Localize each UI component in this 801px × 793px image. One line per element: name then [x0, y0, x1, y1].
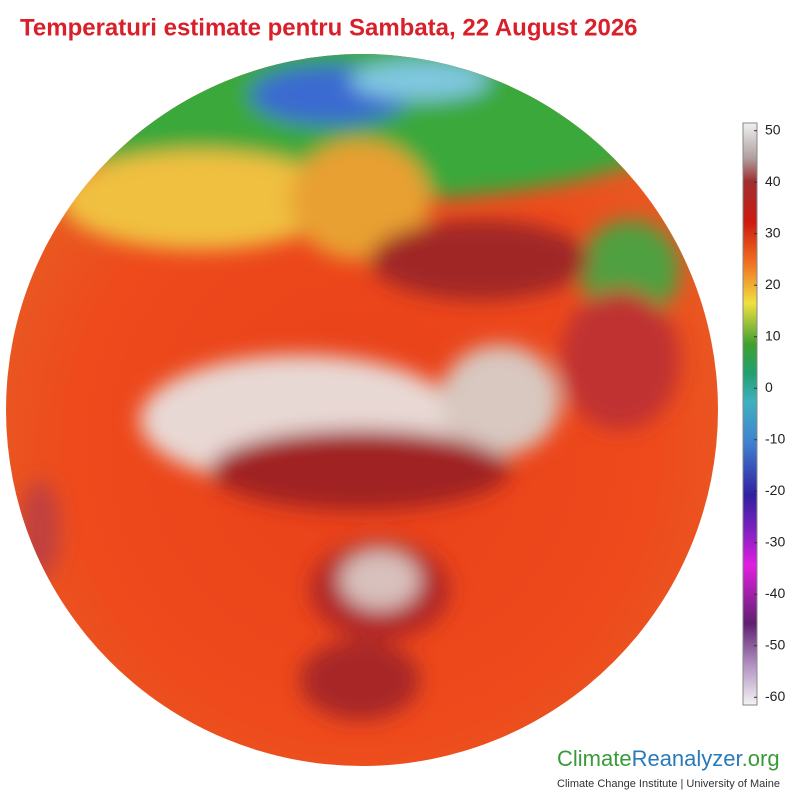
colorbar-tick-label: -20 — [765, 482, 785, 498]
colorbar-ticks: 50 40 30 20 10 0 -10 -20 -30 -40 -50 -60 — [754, 121, 785, 704]
colorbar-tick-label: -50 — [765, 636, 785, 652]
brand-part: .org — [742, 746, 780, 771]
brand-part: Climate — [557, 746, 632, 771]
brand-part: Reanalyzer — [632, 746, 743, 771]
map-title: Temperaturi estimate pentru Sambata, 22 … — [20, 14, 638, 41]
colorbar-tick-label: 20 — [765, 276, 781, 292]
brand-subtitle: Climate Change Institute | University of… — [557, 778, 780, 790]
colorbar-tick-label: -10 — [765, 430, 785, 446]
brand-name: ClimateReanalyzer.org — [557, 746, 780, 771]
colorbar-tick-label: 10 — [765, 327, 781, 343]
colorbar-tick-label: -60 — [765, 688, 785, 704]
colorbar-tick-label: 50 — [765, 121, 781, 137]
colorbar-tick-label: 0 — [765, 379, 773, 395]
globe — [6, 54, 718, 766]
colorbar-tick-label: -40 — [765, 585, 785, 601]
colorbar-tick-label: 30 — [765, 224, 781, 240]
colorbar-tick-label: 40 — [765, 173, 781, 189]
colorbar-tick-label: -30 — [765, 533, 785, 549]
colorbar — [742, 122, 758, 706]
